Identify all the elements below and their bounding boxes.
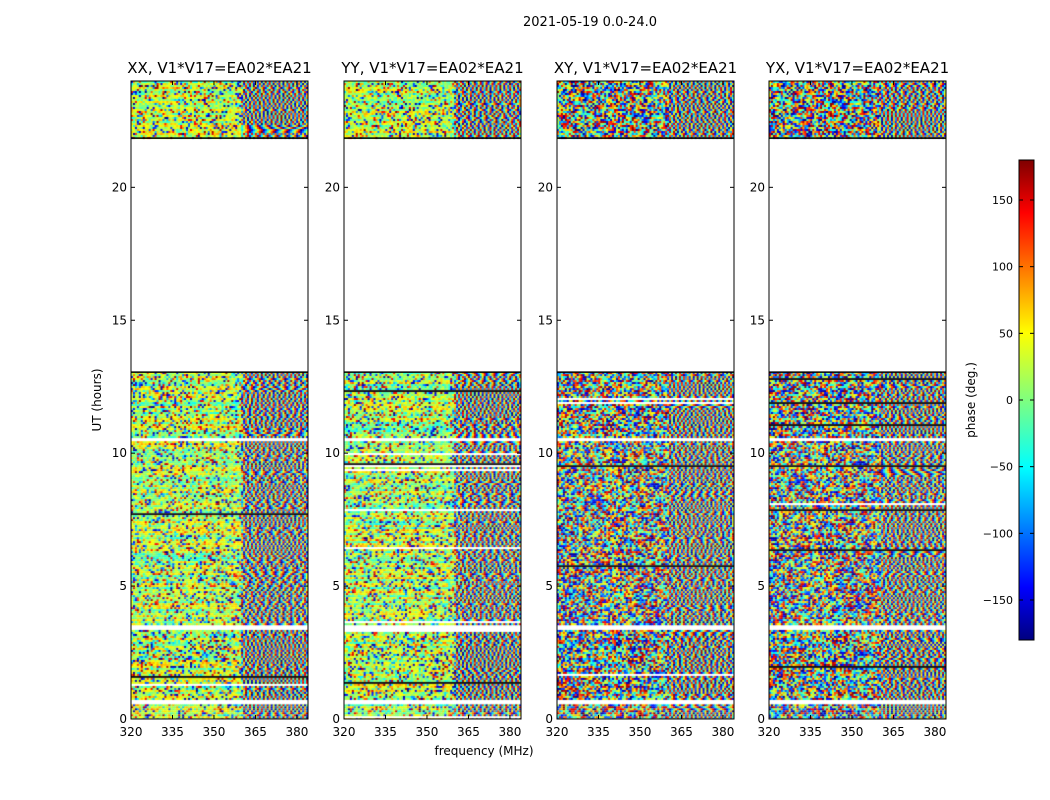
phase-raster-canvas bbox=[557, 81, 734, 719]
x-axis-label: frequency (MHz) bbox=[434, 744, 533, 758]
colorbar-tick-label: 50 bbox=[999, 327, 1013, 340]
phase-raster bbox=[131, 81, 308, 719]
figure-title: 2021-05-19 0.0-24.0 bbox=[523, 15, 657, 30]
phase-raster-canvas bbox=[344, 81, 521, 719]
y-tick-label: 15 bbox=[750, 313, 765, 327]
y-tick-label: 0 bbox=[119, 712, 127, 726]
y-tick-label: 10 bbox=[750, 446, 765, 460]
y-tick-label: 5 bbox=[545, 579, 553, 593]
panel-title: YY, V1*V17=EA02*EA21 bbox=[340, 59, 523, 77]
x-tick-label: 335 bbox=[374, 725, 397, 739]
colorbar-tick-label: 150 bbox=[992, 194, 1013, 207]
y-axis-label: UT (hours) bbox=[90, 368, 104, 431]
y-tick-label: 15 bbox=[325, 313, 340, 327]
y-tick-label: 20 bbox=[538, 180, 553, 194]
y-tick-label: 15 bbox=[112, 313, 127, 327]
colorbar-tick-label: 100 bbox=[992, 261, 1013, 274]
x-tick-label: 350 bbox=[629, 725, 652, 739]
phase-raster bbox=[769, 81, 946, 719]
axes-frame bbox=[556, 80, 735, 720]
x-tick-label: 380 bbox=[923, 725, 946, 739]
y-tick-label: 20 bbox=[112, 180, 127, 194]
phase-raster-canvas bbox=[131, 81, 308, 719]
colorbar-tick-label: 0 bbox=[1006, 394, 1013, 407]
y-tick-label: 10 bbox=[538, 446, 553, 460]
x-tick-label: 350 bbox=[203, 725, 226, 739]
x-tick-label: 350 bbox=[841, 725, 864, 739]
x-tick-label: 350 bbox=[416, 725, 439, 739]
y-tick-label: 5 bbox=[757, 579, 765, 593]
x-tick-label: 320 bbox=[120, 725, 143, 739]
panel-yx: YX, V1*V17=EA02*EA21 0 5 10 15 20 320 335 350 365… bbox=[750, 59, 949, 739]
x-tick-label: 365 bbox=[457, 725, 480, 739]
x-tick-label: 380 bbox=[711, 725, 734, 739]
colorbar-tick-label: −100 bbox=[983, 527, 1013, 540]
phase-raster-canvas bbox=[769, 81, 946, 719]
axes-frame bbox=[130, 80, 309, 720]
panel-yy: YY, V1*V17=EA02*EA21 0 5 10 15 20 320 335 350 365… bbox=[325, 59, 524, 739]
colorbar-ticks: 150 100 50 0 −50 −100 −150 bbox=[983, 194, 1034, 607]
y-tick-label: 5 bbox=[332, 579, 340, 593]
x-tick-label: 335 bbox=[799, 725, 822, 739]
x-tick-label: 320 bbox=[758, 725, 781, 739]
colorbar-tick-label: −150 bbox=[983, 594, 1013, 607]
x-tick-label: 335 bbox=[587, 725, 610, 739]
y-tick-label: 15 bbox=[538, 313, 553, 327]
x-tick-label: 380 bbox=[498, 725, 521, 739]
x-tick-label: 320 bbox=[333, 725, 356, 739]
panel-title: XX, V1*V17=EA02*EA21 bbox=[127, 59, 311, 77]
panel-xx: XX, V1*V17=EA02*EA21 0 5 10 15 20 320 335 350 365… bbox=[112, 59, 312, 739]
y-tick-label: 10 bbox=[112, 446, 127, 460]
colorbar-label: phase (deg.) bbox=[964, 362, 978, 438]
panel-title: YX, V1*V17=EA02*EA21 bbox=[765, 59, 949, 77]
panel-title: XY, V1*V17=EA02*EA21 bbox=[554, 59, 737, 77]
x-tick-label: 320 bbox=[546, 725, 569, 739]
y-tick-label: 0 bbox=[332, 712, 340, 726]
x-tick-label: 365 bbox=[244, 725, 267, 739]
y-tick-label: 5 bbox=[119, 579, 127, 593]
phase-raster bbox=[344, 81, 521, 719]
y-tick-label: 0 bbox=[757, 712, 765, 726]
x-tick-label: 365 bbox=[670, 725, 693, 739]
panels: XX, V1*V17=EA02*EA21 0 5 10 15 20 320 335 350 365… bbox=[112, 59, 949, 739]
y-tick-label: 10 bbox=[325, 446, 340, 460]
x-tick-label: 380 bbox=[285, 725, 308, 739]
axes-frame bbox=[768, 80, 947, 720]
axes-frame bbox=[343, 80, 522, 720]
colorbar: 150 100 50 0 −50 −100 −150 phase (deg.) bbox=[964, 159, 1035, 641]
y-tick-label: 0 bbox=[545, 712, 553, 726]
x-tick-label: 335 bbox=[161, 725, 184, 739]
colorbar-tick-label: −50 bbox=[990, 461, 1013, 474]
phase-raster bbox=[557, 81, 734, 719]
x-tick-label: 365 bbox=[882, 725, 905, 739]
y-tick-label: 20 bbox=[325, 180, 340, 194]
y-tick-label: 20 bbox=[750, 180, 765, 194]
panel-xy: XY, V1*V17=EA02*EA21 0 5 10 15 20 320 335 350 365… bbox=[538, 59, 737, 739]
